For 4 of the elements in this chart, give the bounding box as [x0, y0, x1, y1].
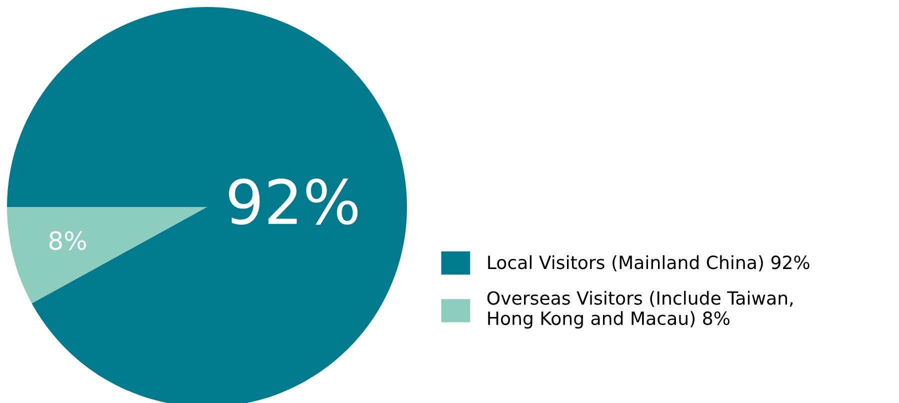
data-label: 92% — [228, 178, 358, 225]
legend-label: Overseas Visitors (Include Taiwan, Hong Kong and Macau) 8% — [487, 290, 793, 329]
data-label: 8% — [49, 231, 86, 250]
legend-label: Local Visitors (Mainland China) 92% — [488, 255, 810, 272]
